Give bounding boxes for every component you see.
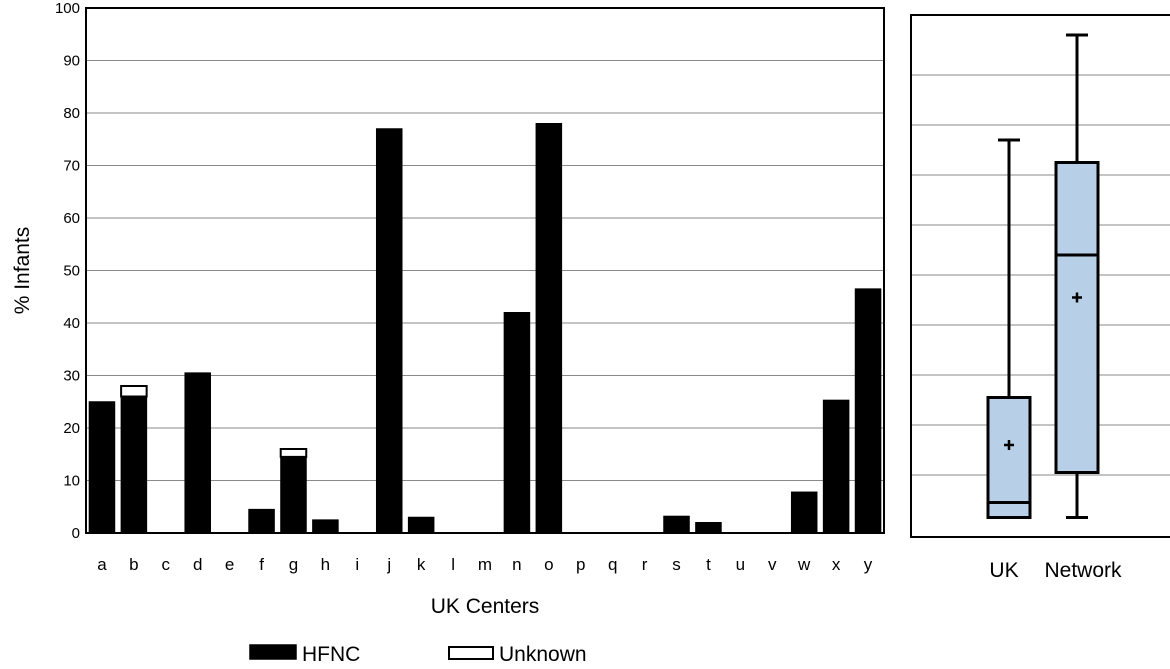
box-plot-x-tick-labels: UK Network xyxy=(989,559,1122,582)
bar-hfnc-x xyxy=(822,399,850,534)
y-tick-label: 80 xyxy=(63,105,80,122)
y-axis-title: % Infants xyxy=(11,227,34,315)
bar-hfnc-n xyxy=(503,312,531,534)
mean-marker xyxy=(1004,440,1014,450)
x-tick-label: m xyxy=(478,555,492,574)
y-tick-label: 100 xyxy=(55,0,80,17)
x-tick-label: d xyxy=(193,555,202,574)
y-tick-label: 10 xyxy=(63,473,80,490)
legend-swatch-unknown xyxy=(448,646,494,660)
bar-unknown-g xyxy=(279,448,308,458)
y-tick-label: 60 xyxy=(63,210,80,227)
box-iqr xyxy=(986,396,1032,519)
x-tick-label: u xyxy=(736,555,745,574)
bar-chart-gridlines xyxy=(86,60,884,481)
y-tick-label: 30 xyxy=(63,368,80,385)
x-tick-label: i xyxy=(355,555,359,574)
bar-chart-bars xyxy=(88,123,882,534)
y-tick-label: 90 xyxy=(63,53,80,70)
x-tick-label: h xyxy=(321,555,330,574)
bar-hfnc-d xyxy=(184,372,211,534)
box-iqr xyxy=(1054,161,1100,474)
bar-chart-y-tick-labels: 0 10 20 30 40 50 60 70 80 90 100 xyxy=(55,0,80,542)
box-plot: UK Network xyxy=(910,14,1170,582)
box-category-label: Network xyxy=(1044,559,1122,582)
y-tick-label: 50 xyxy=(63,263,80,280)
bar-hfnc-k xyxy=(407,516,435,534)
y-tick-label: 20 xyxy=(63,420,80,437)
x-tick-label: k xyxy=(417,555,426,574)
bar-hfnc-j xyxy=(375,128,403,534)
y-tick-label: 70 xyxy=(63,158,80,175)
x-tick-label: v xyxy=(768,555,777,574)
x-tick-label: c xyxy=(162,555,171,574)
x-tick-label: o xyxy=(544,555,553,574)
bar-hfnc-y xyxy=(854,288,882,534)
x-tick-label: r xyxy=(642,555,648,574)
mean-marker xyxy=(1072,292,1082,303)
box-category-label: UK xyxy=(989,559,1018,582)
x-tick-label: n xyxy=(512,555,521,574)
bar-chart-x-tick-labels: a b c d e f g h i j k l m n o p q r s t u v w x y xyxy=(97,555,873,574)
box-plot-gridlines xyxy=(911,74,1170,476)
x-tick-label: f xyxy=(259,555,264,574)
box-plot-boxes xyxy=(986,33,1100,519)
x-tick-label: x xyxy=(832,555,841,574)
x-tick-label: s xyxy=(672,555,681,574)
bar-chart: 0 10 20 30 40 50 60 70 80 90 100 a b c d e f g h i j k l m n o p q… xyxy=(11,0,885,618)
x-tick-label: q xyxy=(608,555,617,574)
bar-hfnc-t xyxy=(695,522,722,534)
y-tick-label: 40 xyxy=(63,315,80,332)
legend-label-hfnc: HFNC xyxy=(302,643,360,666)
x-tick-label: g xyxy=(289,555,298,574)
bar-chart-frame xyxy=(85,7,885,534)
x-tick-label: y xyxy=(864,555,873,574)
bar-unknown-b xyxy=(120,385,148,398)
bar-hfnc-w xyxy=(790,491,818,534)
x-tick-label: l xyxy=(451,555,455,574)
bar-hfnc-s xyxy=(663,515,690,534)
x-tick-label: w xyxy=(797,555,811,574)
x-tick-label: e xyxy=(225,555,234,574)
box-network xyxy=(1054,33,1100,519)
box-uk xyxy=(986,138,1032,519)
x-tick-label: a xyxy=(97,555,107,574)
bar-hfnc-h xyxy=(312,519,339,534)
bar-hfnc-g xyxy=(280,456,307,534)
x-axis-title: UK Centers xyxy=(431,595,540,618)
bar-hfnc-f xyxy=(248,508,275,534)
x-tick-label: p xyxy=(576,555,585,574)
y-tick-label: 0 xyxy=(72,525,80,542)
legend-label-unknown: Unknown xyxy=(499,643,587,666)
bar-hfnc-b xyxy=(120,396,148,534)
legend-swatch-hfnc xyxy=(249,644,297,660)
bar-hfnc-a xyxy=(88,401,116,534)
legend: HFNC Unknown xyxy=(249,643,587,666)
x-tick-label: b xyxy=(129,555,138,574)
x-tick-label: j xyxy=(386,555,391,574)
box-plot-frame xyxy=(910,14,1170,538)
x-tick-label: t xyxy=(706,555,711,574)
bar-hfnc-o xyxy=(535,123,563,534)
